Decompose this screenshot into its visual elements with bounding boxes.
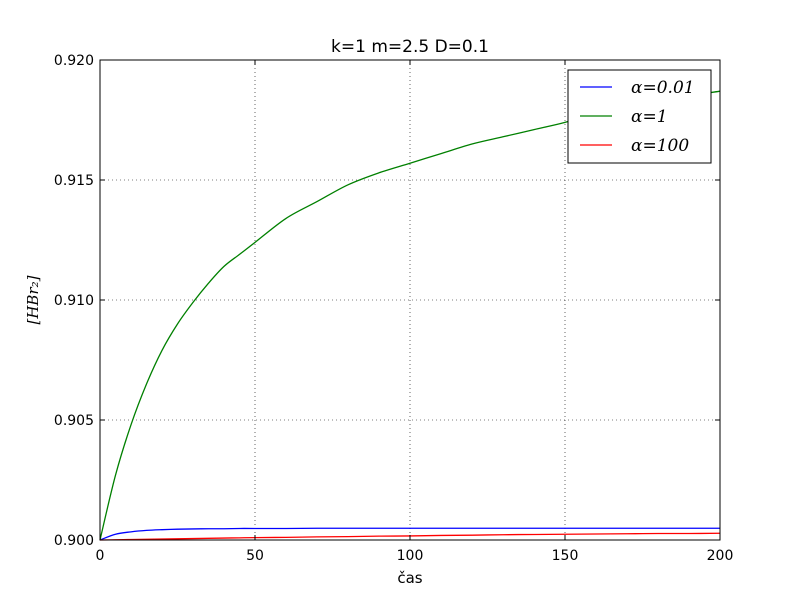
- y-tick-label: 0.910: [54, 293, 94, 309]
- x-tick-label: 200: [707, 548, 734, 564]
- series-line-0: [99, 527, 720, 541]
- x-tick-label: 50: [246, 548, 264, 564]
- legend-label: α=100: [631, 136, 689, 156]
- legend: α=0.01 α=1 α=100: [567, 69, 712, 164]
- grid: [100, 60, 720, 540]
- x-tick-label: 150: [552, 548, 579, 564]
- y-tick-label: 0.915: [54, 173, 94, 189]
- chart-title: k=1 m=2.5 D=0.1: [331, 37, 489, 57]
- series-line-2: [99, 532, 721, 541]
- y-tick-label: 0.920: [54, 53, 94, 69]
- y-tick-label: 0.900: [54, 533, 94, 549]
- x-tick-label: 100: [397, 548, 424, 564]
- y-tick-label: 0.905: [54, 413, 94, 429]
- x-tick-label: 0: [96, 548, 105, 564]
- legend-label: α=1: [631, 107, 668, 127]
- ticks: 0 50 100 150 200 0.900 0.905 0.910 0.915 0.920: [54, 53, 733, 564]
- x-axis-label: čas: [397, 569, 422, 587]
- legend-label: α=0.01: [631, 78, 695, 98]
- y-axis-label: [HBr₂]: [24, 275, 42, 324]
